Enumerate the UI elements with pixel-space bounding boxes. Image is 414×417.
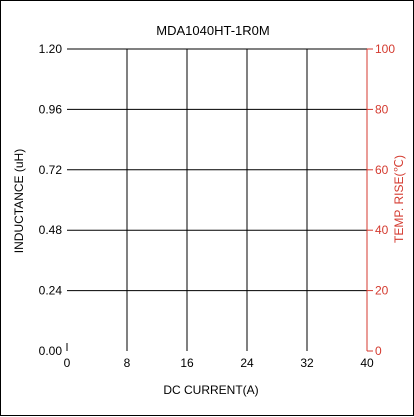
x-tick-label: 0 [64,356,71,370]
x-tick-label: 24 [240,356,254,370]
x-tick-label: 8 [124,356,131,370]
chart-axes [66,49,368,351]
x-tick-label: 32 [300,356,314,370]
chart-grid [67,48,367,351]
x-axis-title: DC CURRENT(A) [163,383,258,397]
y-tick-label: 0.72 [39,163,63,177]
x-tick-label: 16 [180,356,194,370]
y2-tick-label: 80 [375,102,389,116]
y-tick-label: 0.48 [39,223,63,237]
chart-title: MDA1040HT-1R0M [156,23,269,38]
y-axis-title: INDUCTANCE (uH) [12,149,26,253]
y-tick-label: 0.00 [39,344,63,358]
y2-tick-label: 40 [375,223,389,237]
y2-tick-label: 100 [375,42,395,56]
x-tick-label: 40 [360,356,374,370]
y2-tick-label: 0 [375,344,382,358]
y-tick-label: 0.24 [39,284,63,298]
bottom-axis-ticks: 0 8 16 24 32 40 [64,356,374,370]
left-axis-ticks: 0.00 0.24 0.48 0.72 0.96 1.20 [39,42,63,358]
y2-axis-title: TEMP. RISE(℃) [392,155,406,243]
right-axis-ticks: 0 20 40 60 80 100 [367,42,395,358]
y2-tick-label: 20 [375,284,389,298]
y-tick-label: 1.20 [39,42,63,56]
y-tick-label: 0.96 [39,102,63,116]
y2-tick-label: 60 [375,163,389,177]
